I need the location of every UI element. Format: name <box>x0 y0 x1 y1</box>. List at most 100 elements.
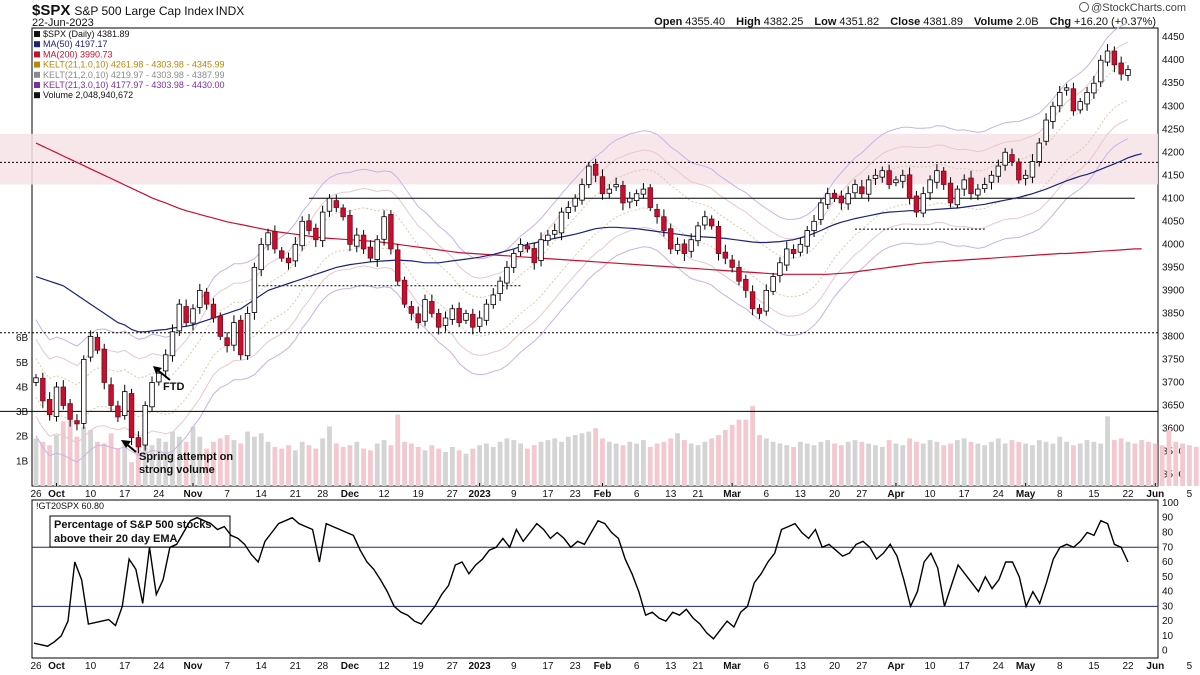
candle-body <box>1098 59 1104 83</box>
candle-body <box>156 372 162 383</box>
candle-body <box>777 262 783 277</box>
x-tick-label: 14 <box>256 489 268 500</box>
candle-body <box>33 377 39 383</box>
candle-body <box>811 220 817 231</box>
close-label: Close <box>890 16 921 28</box>
volume-bar <box>791 446 796 486</box>
volume-tick-label: 4B <box>16 382 29 393</box>
x-tick-label: 13 <box>665 489 677 500</box>
candle-body <box>545 234 551 242</box>
candle-body <box>845 193 851 205</box>
volume-bar <box>1050 443 1056 486</box>
candle-body <box>224 337 230 347</box>
candle-body <box>968 177 974 195</box>
candle-body <box>306 220 312 231</box>
candle-body <box>1125 69 1131 76</box>
volume-bar <box>313 448 319 486</box>
volume-bar <box>702 441 708 486</box>
x-tick-label: 21 <box>290 489 302 500</box>
indicator-y-tick-label: 20 <box>1162 616 1174 627</box>
volume-bar <box>436 448 442 486</box>
candle-body <box>900 174 906 182</box>
volume-bar <box>484 443 489 486</box>
volume-bar <box>954 440 960 486</box>
volume-bar <box>736 419 742 486</box>
volume-bar <box>900 445 906 486</box>
volume-bar <box>443 452 448 486</box>
candle-body <box>511 253 517 268</box>
volume-bar <box>681 440 687 486</box>
chart-date: 22-Jun-2023 <box>32 17 94 29</box>
volume-bar <box>54 435 59 486</box>
x-tick-label: 13 <box>795 661 807 672</box>
indicator-title: !GT20SPX 60.80 <box>36 501 104 511</box>
volume-bar <box>463 453 469 486</box>
volume-bar <box>627 441 633 486</box>
volume-bar <box>552 438 558 486</box>
legend-swatch <box>34 31 40 37</box>
x-tick-label: 6 <box>763 661 769 672</box>
volume-bar <box>224 435 230 486</box>
x-tick-label: Apr <box>887 489 904 500</box>
candle-body <box>818 202 824 220</box>
volume-bar <box>1105 416 1110 486</box>
volume-bar <box>770 441 776 486</box>
candle-body <box>319 211 326 242</box>
volume-bar <box>1057 436 1063 486</box>
kelt-1-lower <box>35 99 1129 425</box>
volume-bar <box>777 443 783 486</box>
x-tick-label: Nov <box>184 661 203 672</box>
candle-body <box>162 354 169 372</box>
y-tick-label: 3650 <box>1162 400 1185 411</box>
x-tick-label: 2023 <box>469 661 492 672</box>
volume-tick-label: 5B <box>16 358 29 369</box>
candle-body <box>954 188 961 206</box>
candle-body <box>46 399 53 416</box>
x-tick-label: 7 <box>224 661 230 672</box>
candle-body <box>661 216 667 231</box>
volume-bar <box>211 441 216 486</box>
x-tick-label: 19 <box>413 489 425 500</box>
candle-body <box>708 218 715 227</box>
volume-tick-label: 1B <box>16 456 29 467</box>
legend-entry: MA(200) 3990.73 <box>43 49 113 59</box>
volume-bar <box>941 445 947 486</box>
candle-body <box>831 192 838 199</box>
volume-bar <box>183 441 189 486</box>
candle-body <box>197 289 203 308</box>
legend-entry: KELT(21,3.0,10) 4177.97 - 4303.98 - 4430… <box>43 80 224 90</box>
volume-bar <box>1159 445 1165 486</box>
volume-bar <box>163 441 169 486</box>
volume-bar <box>1125 441 1131 486</box>
x-tick-label: 28 <box>317 661 329 672</box>
candle-body <box>558 211 565 234</box>
candle-body <box>749 291 756 310</box>
volume-bar <box>565 436 571 486</box>
candle-body <box>702 216 708 226</box>
volume-bar <box>395 414 401 486</box>
high-value: 4382.25 <box>763 16 804 28</box>
candle-body <box>538 239 544 261</box>
candle-body <box>941 170 947 185</box>
volume-tick-label: 6B <box>16 333 29 344</box>
volume-bar <box>593 428 599 486</box>
x-tick-label: 24 <box>153 489 165 500</box>
y-tick-label: 3700 <box>1162 377 1185 388</box>
volume-bar <box>798 441 803 486</box>
candle-body <box>620 185 626 204</box>
volume-bar <box>333 443 339 486</box>
candle-body <box>1002 151 1008 166</box>
volume-bar <box>668 438 674 486</box>
x-tick-label: 22 <box>1122 489 1134 500</box>
candle-body <box>354 234 360 247</box>
volume-bar <box>374 443 380 486</box>
volume-bar <box>886 440 892 486</box>
x-tick-label: 24 <box>993 489 1005 500</box>
candle-body <box>1091 82 1097 94</box>
x-tick-label: 28 <box>317 489 329 500</box>
candle-body <box>681 243 688 254</box>
volume-bar <box>299 441 305 486</box>
candle-body <box>865 179 872 195</box>
candle-body <box>299 220 305 247</box>
candle-body <box>217 315 223 337</box>
